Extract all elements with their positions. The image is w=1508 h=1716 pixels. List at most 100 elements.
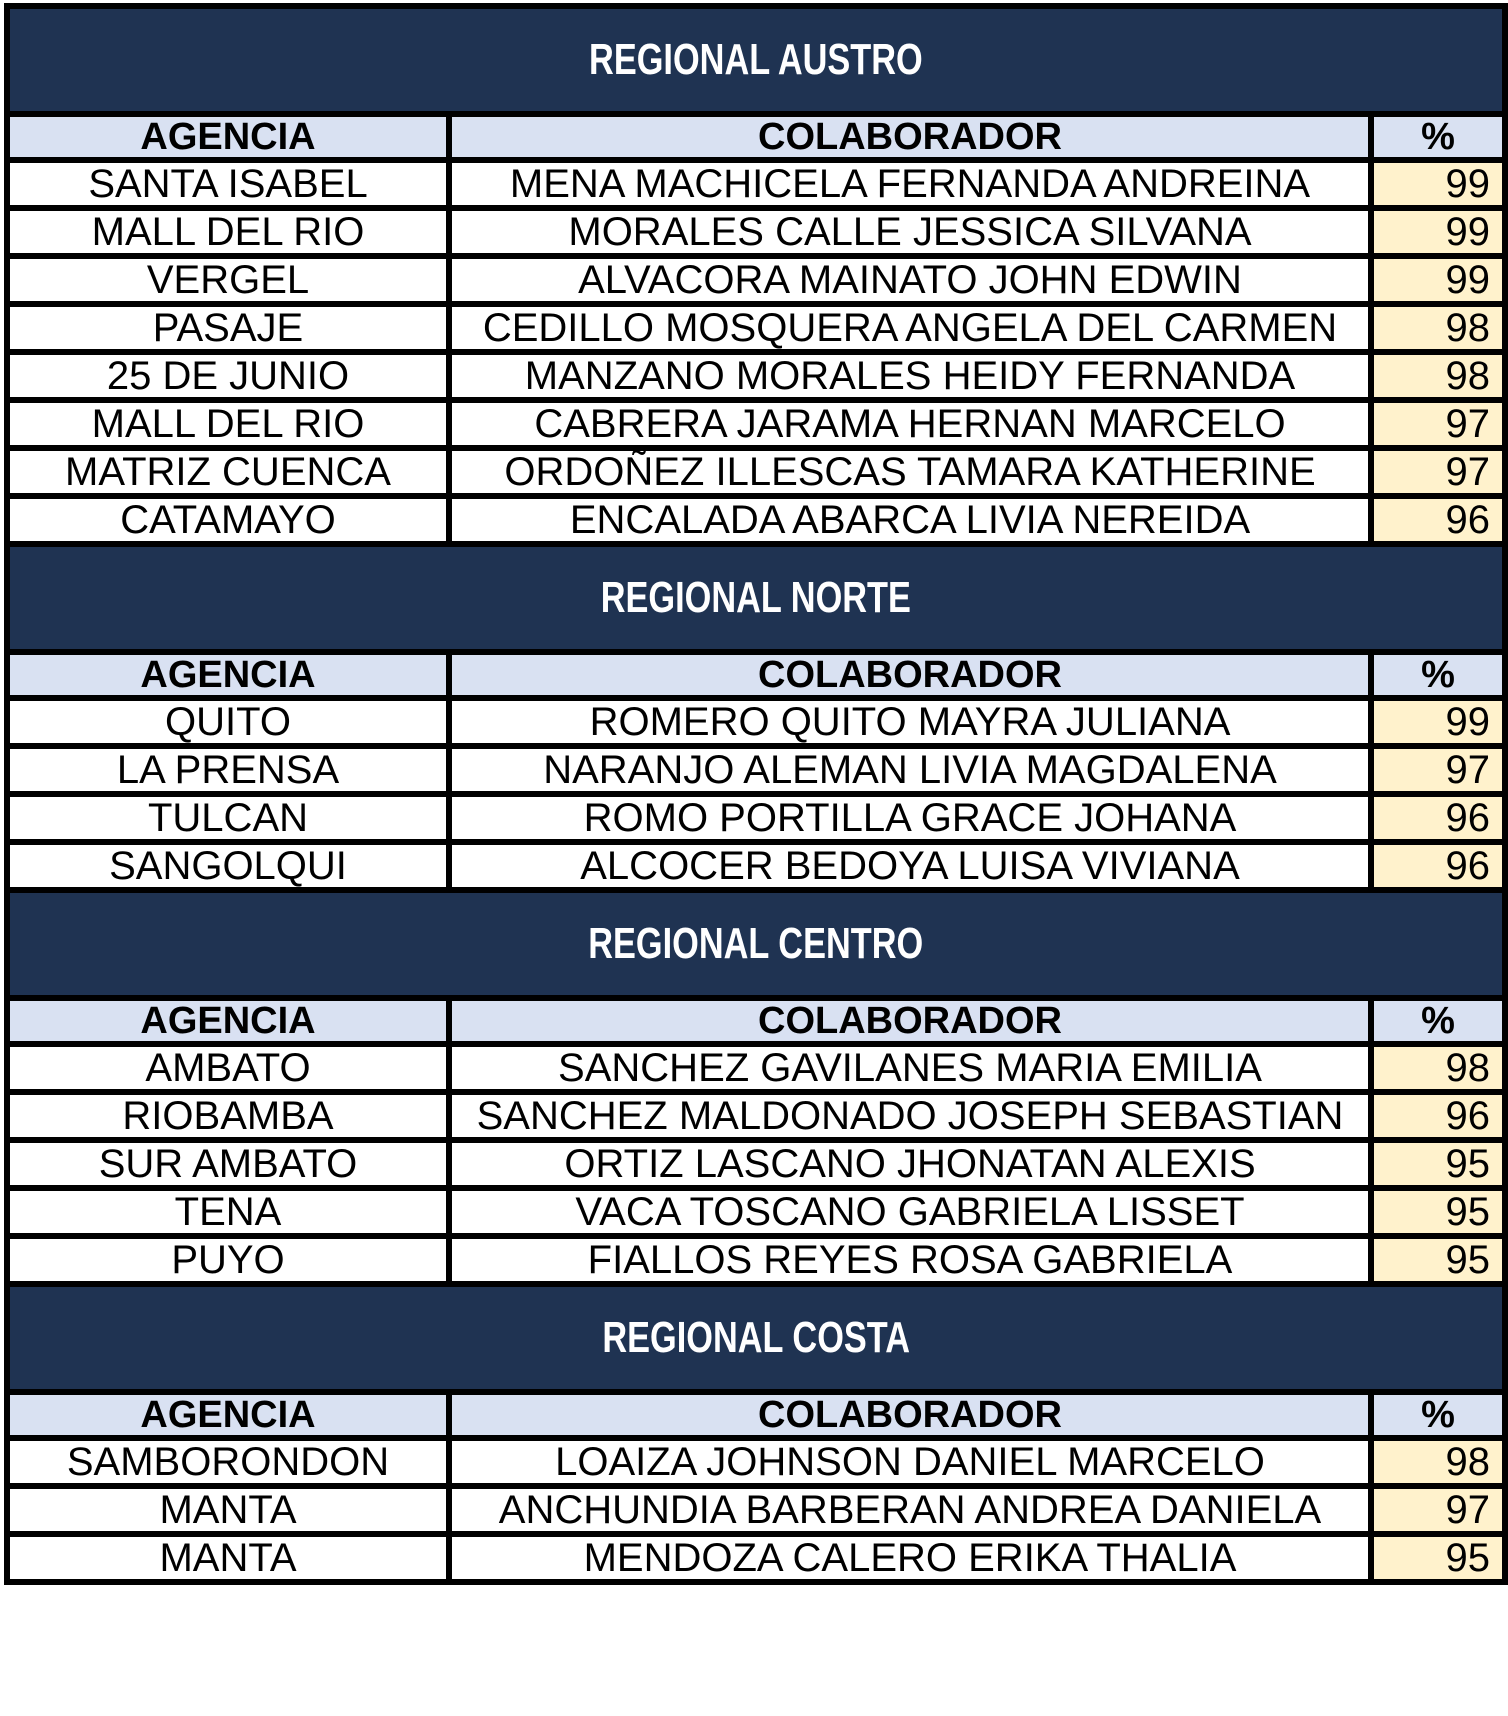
percent-column-header: % bbox=[1368, 1389, 1508, 1441]
percent-cell: 99 bbox=[1368, 157, 1508, 211]
colaborador-cell: MORALES CALLE JESSICA SILVANA bbox=[446, 205, 1374, 259]
table-row: 25 DE JUNIO MANZANO MORALES HEIDY FERNAND… bbox=[4, 349, 1508, 403]
colaborador-cell: ROMO PORTILLA GRACE JOHANA bbox=[446, 791, 1374, 845]
percent-cell: 97 bbox=[1368, 445, 1508, 499]
percent-cell: 97 bbox=[1368, 1483, 1508, 1537]
agencia-cell: QUITO bbox=[4, 695, 452, 749]
colaborador-cell: ORTIZ LASCANO JHONATAN ALEXIS bbox=[446, 1137, 1374, 1191]
percent-cell: 95 bbox=[1368, 1531, 1508, 1585]
agencia-cell: VERGEL bbox=[4, 253, 452, 307]
table-row: PUYO FIALLOS REYES ROSA GABRIELA 95 bbox=[4, 1233, 1508, 1287]
percent-cell: 99 bbox=[1368, 205, 1508, 259]
table-row: SUR AMBATO ORTIZ LASCANO JHONATAN ALEXIS 9… bbox=[4, 1137, 1508, 1191]
colaborador-cell: NARANJO ALEMAN LIVIA MAGDALENA bbox=[446, 743, 1374, 797]
agencia-cell: MALL DEL RIO bbox=[4, 397, 452, 451]
section-band: REGIONAL NORTE bbox=[4, 541, 1508, 655]
table-row: MANTA ANCHUNDIA BARBERAN ANDREA DANIELA 97 bbox=[4, 1483, 1508, 1537]
table-row: MATRIZ CUENCA ORDOÑEZ ILLESCAS TAMARA KAT… bbox=[4, 445, 1508, 499]
colaborador-cell: MENA MACHICELA FERNANDA ANDREINA bbox=[446, 157, 1374, 211]
table-row: TENA VACA TOSCANO GABRIELA LISSET 95 bbox=[4, 1185, 1508, 1239]
colaborador-cell: ALVACORA MAINATO JOHN EDWIN bbox=[446, 253, 1374, 307]
percent-cell: 95 bbox=[1368, 1137, 1508, 1191]
percent-cell: 99 bbox=[1368, 253, 1508, 307]
colaborador-cell: CEDILLO MOSQUERA ANGELA DEL CARMEN bbox=[446, 301, 1374, 355]
agencia-cell: SAMBORONDON bbox=[4, 1435, 452, 1489]
colaborador-cell: ENCALADA ABARCA LIVIA NEREIDA bbox=[446, 493, 1374, 547]
colaborador-cell: ORDOÑEZ ILLESCAS TAMARA KATHERINE bbox=[446, 445, 1374, 499]
table-row: SANGOLQUI ALCOCER BEDOYA LUISA VIVIANA 96 bbox=[4, 839, 1508, 893]
percent-column-header: % bbox=[1368, 111, 1508, 163]
agencia-cell: TENA bbox=[4, 1185, 452, 1239]
percent-column-header: % bbox=[1368, 649, 1508, 701]
agencia-cell: LA PRENSA bbox=[4, 743, 452, 797]
colaborador-cell: MANZANO MORALES HEIDY FERNANDA bbox=[446, 349, 1374, 403]
performance-table: REGIONAL AUSTRO AGENCIA COLABORADOR% SANTA … bbox=[4, 3, 1508, 1585]
percent-cell: 98 bbox=[1368, 1435, 1508, 1489]
section-band: REGIONAL AUSTRO bbox=[4, 3, 1508, 117]
section-band-cell: REGIONAL NORTE bbox=[4, 541, 1508, 655]
table-row: SAMBORONDON LOAIZA JOHNSON DANIEL MARCELO… bbox=[4, 1435, 1508, 1489]
agencia-cell: SANTA ISABEL bbox=[4, 157, 452, 211]
percent-cell: 95 bbox=[1368, 1185, 1508, 1239]
column-header-row: AGENCIA COLABORADOR% bbox=[4, 995, 1508, 1047]
percent-cell: 96 bbox=[1368, 1089, 1508, 1143]
section-title: REGIONAL NORTE bbox=[600, 573, 912, 622]
table-row: AMBATO SANCHEZ GAVILANES MARIA EMILIA 98 bbox=[4, 1041, 1508, 1095]
percent-cell: 98 bbox=[1368, 1041, 1508, 1095]
table-row: LA PRENSA NARANJO ALEMAN LIVIA MAGDALENA 9… bbox=[4, 743, 1508, 797]
agencia-cell: RIOBAMBA bbox=[4, 1089, 452, 1143]
percent-column-header: % bbox=[1368, 995, 1508, 1047]
percent-cell: 96 bbox=[1368, 493, 1508, 547]
section-band-cell: REGIONAL COSTA bbox=[4, 1281, 1508, 1395]
colaborador-column-header: COLABORADOR bbox=[446, 649, 1374, 701]
agencia-cell: TULCAN bbox=[4, 791, 452, 845]
percent-cell: 95 bbox=[1368, 1233, 1508, 1287]
agencia-cell: SUR AMBATO bbox=[4, 1137, 452, 1191]
colaborador-cell: VACA TOSCANO GABRIELA LISSET bbox=[446, 1185, 1374, 1239]
section-title: REGIONAL COSTA bbox=[602, 1313, 910, 1362]
column-header-row: AGENCIA COLABORADOR% bbox=[4, 111, 1508, 163]
colaborador-column-header: COLABORADOR bbox=[446, 1389, 1374, 1441]
agencia-cell: MANTA bbox=[4, 1531, 452, 1585]
colaborador-cell: CABRERA JARAMA HERNAN MARCELO bbox=[446, 397, 1374, 451]
column-header-row: AGENCIA COLABORADOR% bbox=[4, 1389, 1508, 1441]
percent-cell: 96 bbox=[1368, 839, 1508, 893]
table-row: VERGEL ALVACORA MAINATO JOHN EDWIN 99 bbox=[4, 253, 1508, 307]
agencia-column-header: AGENCIA bbox=[4, 995, 452, 1047]
colaborador-cell: ANCHUNDIA BARBERAN ANDREA DANIELA bbox=[446, 1483, 1374, 1537]
table-row: CATAMAYO ENCALADA ABARCA LIVIA NEREIDA 96 bbox=[4, 493, 1508, 547]
percent-cell: 98 bbox=[1368, 349, 1508, 403]
percent-cell: 97 bbox=[1368, 743, 1508, 797]
table-row: MALL DEL RIO MORALES CALLE JESSICA SILVAN… bbox=[4, 205, 1508, 259]
section-title: REGIONAL CENTRO bbox=[588, 919, 924, 968]
colaborador-column-header: COLABORADOR bbox=[446, 111, 1374, 163]
colaborador-cell: FIALLOS REYES ROSA GABRIELA bbox=[446, 1233, 1374, 1287]
table-row: SANTA ISABEL MENA MACHICELA FERNANDA ANDR… bbox=[4, 157, 1508, 211]
colaborador-column-header: COLABORADOR bbox=[446, 995, 1374, 1047]
agencia-cell: MANTA bbox=[4, 1483, 452, 1537]
agencia-cell: AMBATO bbox=[4, 1041, 452, 1095]
percent-cell: 96 bbox=[1368, 791, 1508, 845]
table-row: QUITO ROMERO QUITO MAYRA JULIANA 99 bbox=[4, 695, 1508, 749]
section-band-cell: REGIONAL AUSTRO bbox=[4, 3, 1508, 117]
section-band: REGIONAL COSTA bbox=[4, 1281, 1508, 1395]
table-row: RIOBAMBA SANCHEZ MALDONADO JOSEPH SEBASTI… bbox=[4, 1089, 1508, 1143]
agencia-cell: PUYO bbox=[4, 1233, 452, 1287]
percent-cell: 98 bbox=[1368, 301, 1508, 355]
agencia-cell: MATRIZ CUENCA bbox=[4, 445, 452, 499]
colaborador-cell: ALCOCER BEDOYA LUISA VIVIANA bbox=[446, 839, 1374, 893]
agencia-column-header: AGENCIA bbox=[4, 649, 452, 701]
section-title: REGIONAL AUSTRO bbox=[589, 35, 923, 84]
agencia-column-header: AGENCIA bbox=[4, 111, 452, 163]
agencia-cell: SANGOLQUI bbox=[4, 839, 452, 893]
colaborador-cell: SANCHEZ MALDONADO JOSEPH SEBASTIAN bbox=[446, 1089, 1374, 1143]
agencia-cell: PASAJE bbox=[4, 301, 452, 355]
table-row: PASAJE CEDILLO MOSQUERA ANGELA DEL CARMEN… bbox=[4, 301, 1508, 355]
colaborador-cell: MENDOZA CALERO ERIKA THALIA bbox=[446, 1531, 1374, 1585]
agencia-cell: MALL DEL RIO bbox=[4, 205, 452, 259]
column-header-row: AGENCIA COLABORADOR% bbox=[4, 649, 1508, 701]
colaborador-cell: ROMERO QUITO MAYRA JULIANA bbox=[446, 695, 1374, 749]
colaborador-cell: LOAIZA JOHNSON DANIEL MARCELO bbox=[446, 1435, 1374, 1489]
section-band: REGIONAL CENTRO bbox=[4, 887, 1508, 1001]
table-row: TULCAN ROMO PORTILLA GRACE JOHANA 96 bbox=[4, 791, 1508, 845]
